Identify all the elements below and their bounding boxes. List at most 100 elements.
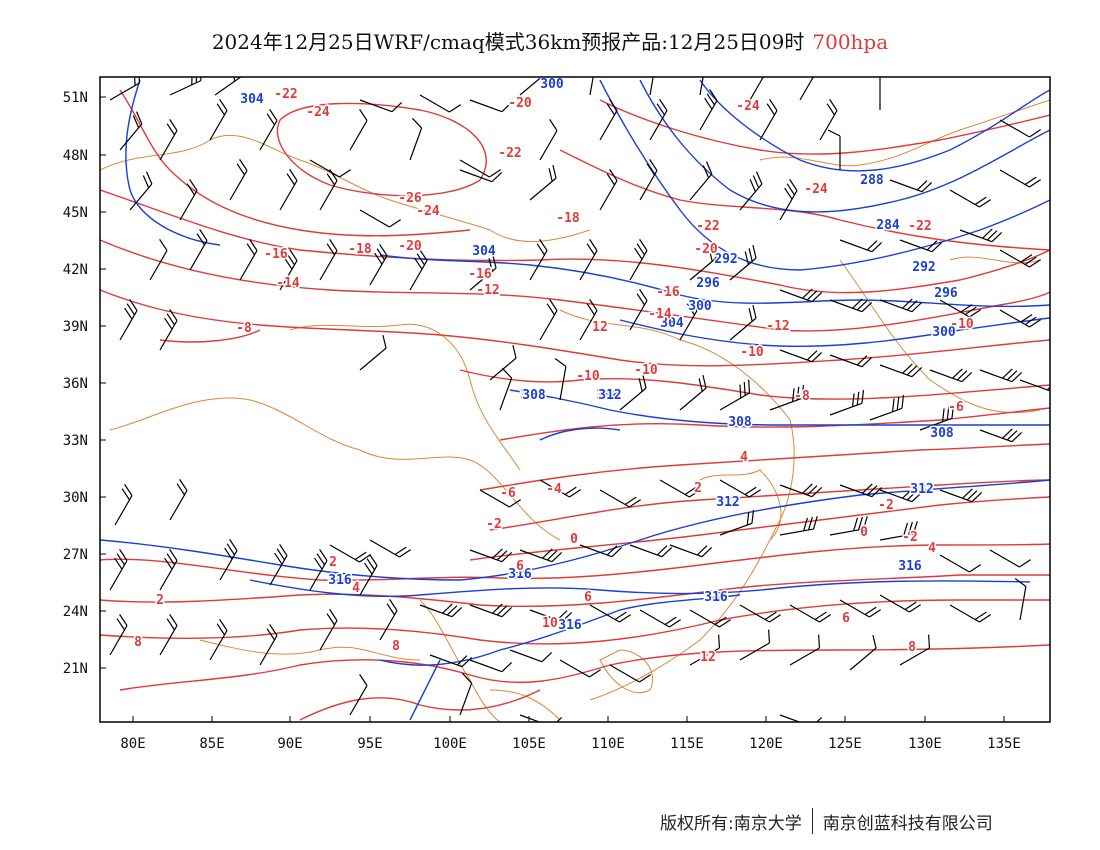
border-line	[839, 259, 1041, 414]
height-label: 300	[932, 325, 956, 340]
wind-barb	[599, 169, 618, 211]
wind-barb	[419, 94, 461, 113]
temperature-label: 8	[134, 635, 142, 650]
wind-barb	[109, 549, 128, 591]
height-label: 304	[660, 316, 684, 331]
wind-barb	[989, 549, 1031, 568]
wind-barb	[319, 609, 338, 651]
height-label: 316	[508, 567, 532, 582]
wind-barb	[529, 609, 573, 623]
temperature-label: -20	[508, 96, 532, 111]
border-line	[599, 649, 654, 694]
temperature-label: -12	[766, 319, 789, 334]
temperature-label: -26	[398, 191, 422, 206]
wind-barb	[649, 99, 668, 141]
temperature-label: -22	[696, 219, 719, 234]
lat-tick-label: 30N	[63, 490, 88, 506]
lon-tick-label: 115E	[670, 736, 704, 752]
height-label: 308	[522, 388, 546, 403]
border-line	[289, 323, 521, 471]
height-contours	[100, 79, 1050, 721]
wind-barb	[229, 159, 248, 201]
wind-barb	[879, 298, 923, 313]
temperature-contour	[100, 289, 1050, 367]
temperature-contour	[559, 149, 1050, 251]
wind-barb	[159, 119, 178, 161]
wind-barb	[1019, 379, 1050, 393]
temperature-label: -22	[908, 219, 931, 234]
wind-barb	[459, 169, 503, 183]
lon-tick-label: 95E	[357, 736, 382, 752]
wind-barb	[119, 299, 138, 341]
height-label: 316	[328, 573, 352, 588]
wind-barb	[259, 624, 278, 666]
temperature-label: -10	[740, 345, 764, 360]
wind-barb	[779, 288, 823, 303]
wind-barb	[959, 228, 1003, 243]
temperature-contour	[599, 99, 1050, 155]
wind-barb	[669, 544, 713, 558]
title-main: 2024年12月25日WRF/cmaq模式36km预报产品:12月25日09时	[211, 30, 805, 54]
temperature-contour	[100, 574, 1050, 608]
wind-barb	[369, 539, 411, 558]
temperature-label: -24	[804, 182, 828, 197]
border-line	[199, 639, 421, 661]
border-line	[100, 134, 591, 242]
temperature-contour	[469, 496, 1050, 561]
wind-barb	[839, 239, 883, 253]
lon-tick-label: 100E	[433, 736, 467, 752]
height-contour	[699, 79, 1050, 172]
temperature-label: -6	[948, 400, 964, 415]
lat-tick-label: 24N	[63, 604, 88, 620]
wind-barb	[779, 714, 823, 722]
wind-barb	[689, 634, 721, 666]
wind-barb	[829, 516, 868, 536]
wind-barb	[409, 117, 423, 161]
wind-barb	[599, 99, 618, 141]
height-label: 296	[934, 286, 958, 301]
wind-barb	[499, 367, 513, 411]
temperature-label: 2	[694, 481, 702, 496]
wind-barb	[739, 604, 781, 623]
temperature-contour	[159, 329, 261, 343]
temperature-label: -18	[348, 242, 372, 257]
wind-barb	[349, 674, 368, 716]
lon-tick-label: 120E	[749, 736, 783, 752]
wind-barb	[769, 384, 805, 411]
temperature-label: 6	[842, 611, 850, 626]
wind-barb	[979, 428, 1023, 443]
temperature-contours	[100, 89, 1050, 721]
temperature-label: 2	[156, 593, 164, 608]
wind-barb	[539, 299, 558, 341]
temperature-label: 2	[329, 555, 337, 570]
lat-tick-label: 36N	[63, 376, 88, 392]
lon-tick-label: 125E	[828, 736, 862, 752]
wind-barb	[239, 239, 258, 281]
wind-barb	[879, 77, 881, 110]
wind-barb	[919, 404, 955, 431]
wind-barb	[839, 599, 881, 618]
wind-barb	[219, 539, 238, 581]
temperature-label: -24	[736, 99, 760, 114]
temperature-label: -6	[500, 486, 516, 501]
height-label: 292	[714, 252, 737, 267]
wind-barb	[689, 609, 731, 628]
wind-barb	[619, 374, 647, 411]
wind-barb	[359, 209, 401, 228]
lat-tick-label: 51N	[63, 90, 88, 106]
wind-barb	[979, 368, 1023, 383]
height-label: 304	[472, 244, 496, 259]
temperature-label: 12	[592, 320, 608, 335]
temperature-label: -10	[576, 369, 600, 384]
wind-barb	[629, 289, 648, 331]
height-label: 312	[598, 388, 621, 403]
wind-barb	[469, 254, 497, 291]
lat-tick-label: 39N	[63, 319, 88, 335]
height-label: 316	[898, 559, 922, 574]
wind-barb	[827, 129, 841, 170]
height-label: 300	[688, 299, 712, 314]
border-line	[559, 309, 795, 701]
wind-barb	[489, 344, 517, 381]
height-contour	[639, 79, 1050, 213]
